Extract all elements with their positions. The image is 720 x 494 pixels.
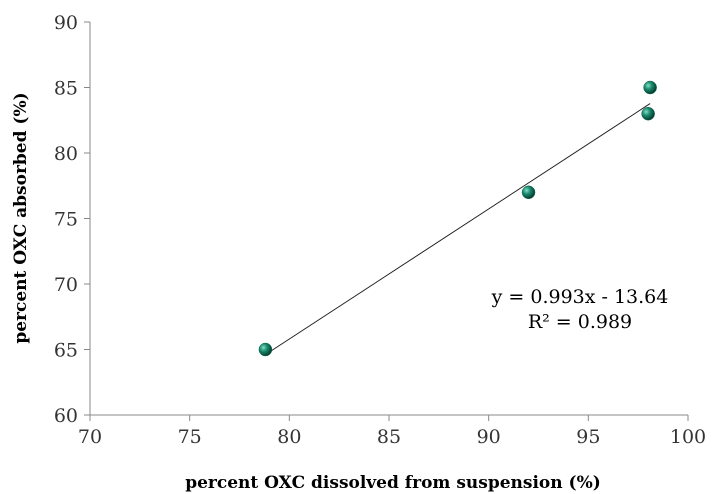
x-tick-label: 95 <box>576 426 600 448</box>
y-tick-label: 65 <box>54 340 78 362</box>
y-tick-label: 70 <box>54 274 78 296</box>
y-tick-label: 85 <box>54 78 78 100</box>
x-tick-label: 85 <box>377 426 401 448</box>
y-tick-label: 90 <box>54 12 78 34</box>
x-tick-label: 70 <box>78 426 102 448</box>
x-tick-label: 75 <box>178 426 202 448</box>
data-point <box>641 106 655 121</box>
x-axis-title: percent OXC dissolved from suspension (%… <box>185 473 601 493</box>
x-tick-label: 100 <box>670 426 706 448</box>
r-squared-label: R² = 0.989 <box>528 311 632 333</box>
x-tick-label: 80 <box>277 426 301 448</box>
y-axis-ticks: 60 65 70 75 80 85 90 <box>54 12 90 427</box>
data-point <box>258 342 273 357</box>
y-tick-label: 60 <box>54 405 78 427</box>
trendline <box>265 103 651 356</box>
y-axis-title: percent OXC absorbed (%) <box>11 92 31 343</box>
y-tick-label: 75 <box>54 209 78 231</box>
y-tick-label: 80 <box>54 143 78 165</box>
data-point <box>521 185 536 200</box>
x-tick-label: 90 <box>477 426 501 448</box>
data-point <box>643 80 657 95</box>
x-axis-ticks: 70 75 80 85 90 95 100 <box>78 415 706 448</box>
data-points <box>258 80 657 357</box>
trendline-equation: y = 0.993x - 13.64 <box>491 286 669 308</box>
